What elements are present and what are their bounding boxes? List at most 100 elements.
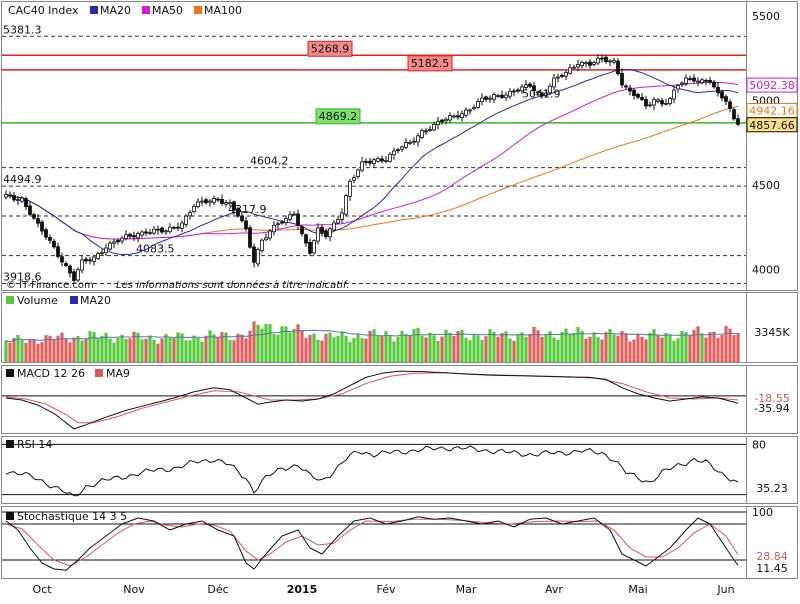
ma100-line bbox=[5, 105, 739, 240]
volume-bar bbox=[140, 339, 144, 362]
candle-body bbox=[424, 130, 428, 133]
volume-bar bbox=[268, 324, 272, 362]
candle-body bbox=[628, 87, 632, 92]
candle-body bbox=[476, 101, 480, 108]
legend-swatch bbox=[70, 296, 78, 304]
candle-body bbox=[404, 142, 408, 148]
volume-bar bbox=[124, 338, 128, 362]
rsi-tag: 35.23 bbox=[756, 482, 788, 495]
candle-body bbox=[312, 240, 316, 254]
volume-bar bbox=[436, 340, 440, 362]
volume-bar bbox=[180, 333, 184, 362]
legend-label: MA20 bbox=[80, 294, 111, 307]
candle-body bbox=[128, 234, 132, 237]
candle-body bbox=[600, 57, 604, 60]
annotation-label: 5041.9 bbox=[522, 88, 561, 101]
level-label-box bbox=[407, 55, 453, 72]
candle-body bbox=[280, 221, 284, 224]
candle-body bbox=[232, 201, 236, 211]
volume-bar bbox=[148, 335, 152, 362]
volume-bar bbox=[160, 338, 164, 362]
candle-body bbox=[244, 220, 248, 230]
volume-bar bbox=[128, 338, 132, 362]
volume-bar bbox=[412, 329, 416, 362]
candle-body bbox=[44, 229, 48, 238]
volume-bar bbox=[20, 339, 24, 362]
volume-bar bbox=[540, 336, 544, 362]
rsi-title: RSI 14 bbox=[17, 438, 52, 451]
candle-body bbox=[292, 213, 296, 216]
volume-bar bbox=[220, 332, 224, 362]
x-axis-label: Jun bbox=[716, 583, 734, 596]
volume-bar bbox=[232, 340, 236, 362]
candle-body bbox=[184, 215, 188, 225]
volume-bar bbox=[424, 337, 428, 362]
candle-body bbox=[664, 102, 668, 105]
volume-bar bbox=[700, 333, 704, 362]
volume-bar bbox=[592, 332, 596, 362]
candle-body bbox=[648, 104, 652, 107]
candle-body bbox=[328, 228, 332, 238]
candle-body bbox=[124, 234, 128, 239]
candle-body bbox=[24, 198, 28, 208]
candle-body bbox=[584, 62, 588, 65]
candle-body bbox=[84, 258, 88, 262]
candle-body bbox=[120, 237, 124, 242]
candle-body bbox=[436, 121, 440, 126]
candle-body bbox=[356, 169, 360, 177]
volume-bar bbox=[276, 334, 280, 362]
candle-body bbox=[364, 161, 368, 163]
candle-body bbox=[376, 158, 380, 162]
volume-bar bbox=[636, 334, 640, 362]
volume-bar bbox=[8, 342, 12, 362]
candle-body bbox=[324, 230, 328, 238]
volume-bar bbox=[300, 330, 304, 362]
candle-body bbox=[432, 124, 436, 131]
volume-bar bbox=[68, 342, 72, 362]
volume-bar bbox=[476, 335, 480, 362]
volume-bar bbox=[152, 339, 156, 362]
legend-swatch bbox=[6, 296, 14, 304]
candle-body bbox=[464, 109, 468, 116]
legend-label: MA100 bbox=[204, 4, 242, 17]
candle-body bbox=[480, 97, 484, 103]
volume-bar bbox=[472, 334, 476, 362]
candle-body bbox=[40, 221, 44, 232]
volume-bar bbox=[340, 331, 344, 362]
candle-body bbox=[488, 97, 492, 100]
volume-bar bbox=[368, 330, 372, 362]
candle-body bbox=[516, 89, 520, 92]
volume-title: Volume bbox=[17, 294, 58, 307]
volume-bar bbox=[620, 330, 624, 362]
volume-bar bbox=[712, 331, 716, 362]
legend-label: MA20 bbox=[100, 4, 131, 17]
candle-body bbox=[560, 74, 564, 77]
candle-body bbox=[380, 158, 384, 162]
volume-bar bbox=[60, 332, 64, 362]
candle-body bbox=[228, 202, 232, 205]
volume-bar bbox=[216, 336, 220, 362]
x-axis-label: Mai bbox=[628, 583, 647, 596]
volume-bar bbox=[628, 341, 632, 362]
volume-bar bbox=[688, 335, 692, 362]
candle-body bbox=[416, 135, 420, 143]
price-title: CAC40 Index bbox=[8, 4, 79, 17]
candle-body bbox=[452, 115, 456, 118]
volume-bar bbox=[248, 330, 252, 362]
volume-bar bbox=[168, 337, 172, 362]
volume-bar bbox=[120, 334, 124, 362]
candle-body bbox=[72, 271, 76, 281]
x-axis-label: Mar bbox=[456, 583, 477, 596]
volume-bar bbox=[544, 334, 548, 362]
volume-bar bbox=[604, 332, 608, 362]
candle-body bbox=[212, 198, 216, 203]
candle-body bbox=[272, 224, 276, 233]
volume-last-value: 3345K bbox=[754, 326, 790, 339]
volume-bar bbox=[144, 338, 148, 362]
volume-bar bbox=[80, 340, 84, 362]
volume-bar bbox=[728, 328, 732, 362]
candle-body bbox=[564, 71, 568, 77]
volume-bar bbox=[460, 329, 464, 362]
candle-body bbox=[180, 222, 184, 229]
candle-body bbox=[320, 226, 324, 233]
